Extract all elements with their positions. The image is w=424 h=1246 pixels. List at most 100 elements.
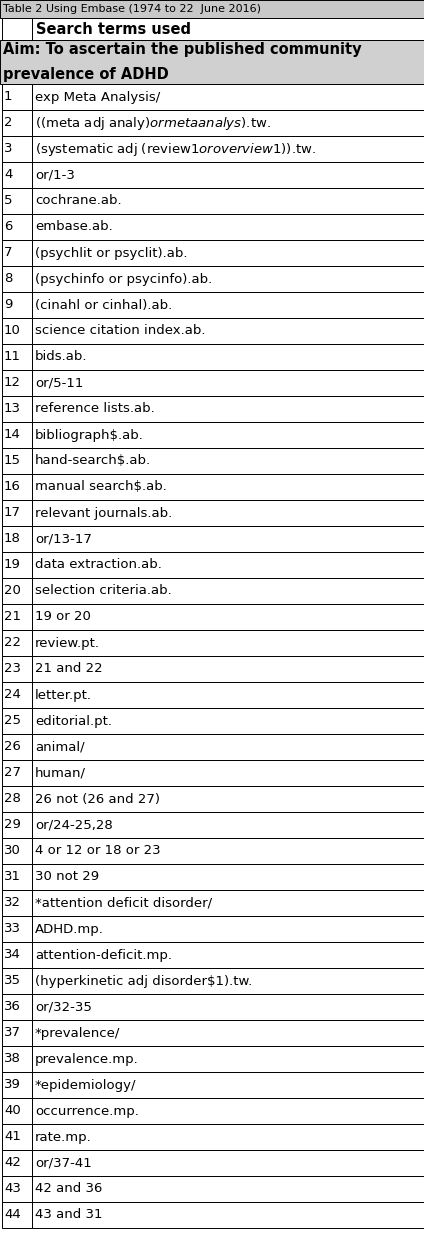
Text: *prevalence/: *prevalence/: [35, 1027, 120, 1039]
Bar: [2, 162, 32, 188]
Text: 22: 22: [4, 637, 21, 649]
Text: or/5-11: or/5-11: [35, 376, 84, 390]
Text: (hyperkinetic adj disorder$1).tw.: (hyperkinetic adj disorder$1).tw.: [35, 974, 252, 988]
Text: 13: 13: [4, 402, 21, 415]
Bar: [2, 1045, 32, 1072]
Bar: [2, 110, 32, 136]
Bar: [32, 552, 424, 578]
Text: embase.ab.: embase.ab.: [35, 221, 113, 233]
Text: reference lists.ab.: reference lists.ab.: [35, 402, 155, 415]
Bar: [32, 1202, 424, 1229]
Bar: [2, 916, 32, 942]
Bar: [2, 83, 32, 110]
Bar: [32, 214, 424, 240]
Bar: [2, 500, 32, 526]
Bar: [32, 396, 424, 422]
Text: science citation index.ab.: science citation index.ab.: [35, 324, 206, 338]
Bar: [2, 994, 32, 1020]
Bar: [32, 1150, 424, 1176]
Bar: [32, 370, 424, 396]
Text: data extraction.ab.: data extraction.ab.: [35, 558, 162, 572]
Bar: [2, 839, 32, 863]
Text: 34: 34: [4, 948, 21, 962]
Bar: [2, 396, 32, 422]
Text: hand-search$.ab.: hand-search$.ab.: [35, 455, 151, 467]
Bar: [32, 839, 424, 863]
Bar: [2, 786, 32, 812]
Bar: [32, 916, 424, 942]
Bar: [2, 136, 32, 162]
Bar: [2, 760, 32, 786]
Text: 42: 42: [4, 1156, 21, 1170]
Bar: [32, 942, 424, 968]
Bar: [2, 1124, 32, 1150]
Text: 40: 40: [4, 1104, 21, 1118]
Text: 8: 8: [4, 273, 12, 285]
Bar: [32, 1098, 424, 1124]
Text: 4 or 12 or 18 or 23: 4 or 12 or 18 or 23: [35, 845, 161, 857]
Bar: [32, 162, 424, 188]
Text: 30 not 29: 30 not 29: [35, 871, 99, 883]
Text: 15: 15: [4, 455, 21, 467]
Bar: [32, 422, 424, 449]
Text: 39: 39: [4, 1079, 21, 1091]
Bar: [2, 708, 32, 734]
Text: human/: human/: [35, 766, 86, 780]
Bar: [2, 682, 32, 708]
Bar: [32, 500, 424, 526]
Bar: [32, 890, 424, 916]
Bar: [2, 1150, 32, 1176]
Text: 37: 37: [4, 1027, 21, 1039]
Text: 21: 21: [4, 611, 21, 623]
Text: 21 and 22: 21 and 22: [35, 663, 103, 675]
Text: 18: 18: [4, 532, 21, 546]
Text: Search terms used: Search terms used: [36, 21, 191, 36]
Bar: [32, 1072, 424, 1098]
Text: 23: 23: [4, 663, 21, 675]
Bar: [32, 1045, 424, 1072]
Bar: [2, 1098, 32, 1124]
Text: 35: 35: [4, 974, 21, 988]
Text: *attention deficit disorder/: *attention deficit disorder/: [35, 897, 212, 910]
Bar: [2, 604, 32, 630]
Bar: [32, 1020, 424, 1045]
Bar: [32, 449, 424, 473]
Bar: [32, 473, 424, 500]
Bar: [32, 734, 424, 760]
Bar: [2, 526, 32, 552]
Bar: [0, 0, 424, 17]
Bar: [32, 578, 424, 604]
Bar: [32, 863, 424, 890]
Bar: [32, 994, 424, 1020]
Text: (psychlit or psyclit).ab.: (psychlit or psyclit).ab.: [35, 247, 187, 259]
Bar: [2, 552, 32, 578]
Text: 28: 28: [4, 792, 21, 805]
Text: 3: 3: [4, 142, 12, 156]
Bar: [2, 890, 32, 916]
Text: letter.pt.: letter.pt.: [35, 689, 92, 701]
Text: review.pt.: review.pt.: [35, 637, 100, 649]
Bar: [32, 526, 424, 552]
Bar: [32, 682, 424, 708]
Text: (psychinfo or psycinfo).ab.: (psychinfo or psycinfo).ab.: [35, 273, 212, 285]
Text: 20: 20: [4, 584, 21, 598]
Text: 12: 12: [4, 376, 21, 390]
Bar: [2, 863, 32, 890]
Text: 24: 24: [4, 689, 21, 701]
Bar: [2, 214, 32, 240]
Bar: [32, 188, 424, 214]
Bar: [2, 1202, 32, 1229]
Text: 42 and 36: 42 and 36: [35, 1182, 102, 1195]
Bar: [2, 370, 32, 396]
Text: 27: 27: [4, 766, 21, 780]
Bar: [32, 344, 424, 370]
Text: 41: 41: [4, 1130, 21, 1144]
Text: occurrence.mp.: occurrence.mp.: [35, 1104, 139, 1118]
Text: 1: 1: [4, 91, 12, 103]
Bar: [2, 473, 32, 500]
Text: 43 and 31: 43 and 31: [35, 1209, 103, 1221]
Bar: [2, 734, 32, 760]
Bar: [32, 812, 424, 839]
Bar: [2, 240, 32, 265]
Text: 36: 36: [4, 1001, 21, 1013]
